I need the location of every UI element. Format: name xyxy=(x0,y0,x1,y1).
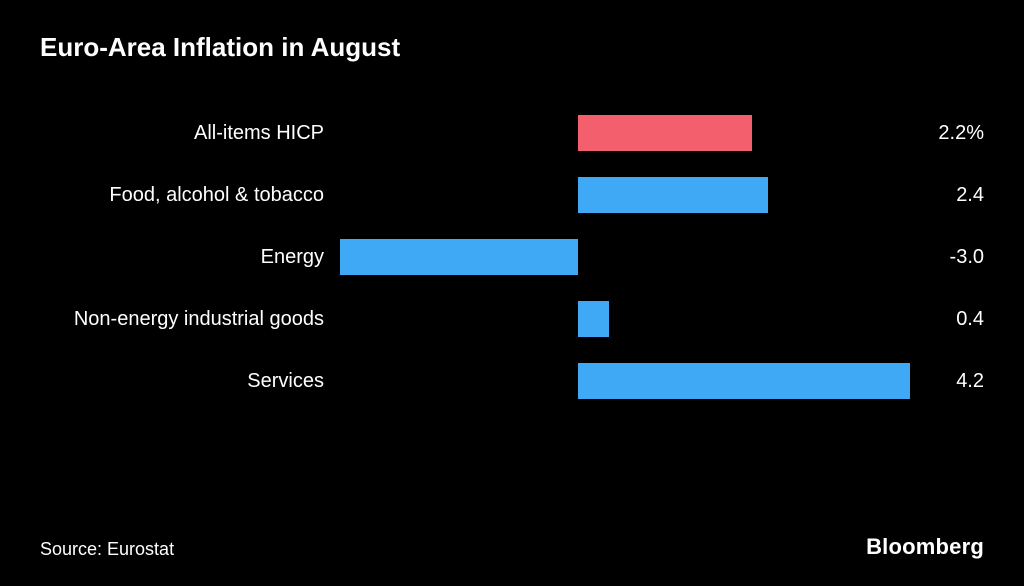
bar xyxy=(578,363,911,399)
bar-area xyxy=(340,115,910,151)
chart-rows: All-items HICP 2.2% Food, alcohol & toba… xyxy=(40,111,984,403)
bar-label: Non-energy industrial goods xyxy=(40,308,340,331)
bar-area xyxy=(340,239,910,275)
bar-value: 0.4 xyxy=(910,308,984,331)
bar xyxy=(340,239,578,275)
bar-row: Food, alcohol & tobacco 2.4 xyxy=(40,173,984,217)
bar-row: Services 4.2 xyxy=(40,359,984,403)
bar xyxy=(578,115,752,151)
chart-title: Euro-Area Inflation in August xyxy=(40,32,984,63)
bar-label: All-items HICP xyxy=(40,122,340,145)
bar xyxy=(578,177,768,213)
chart-footer: Source: Eurostat Bloomberg xyxy=(40,534,984,560)
bar-value: 2.4 xyxy=(910,184,984,207)
chart-container: Euro-Area Inflation in August All-items … xyxy=(0,0,1024,586)
brand-logo: Bloomberg xyxy=(866,534,984,560)
bar-value: 2.2% xyxy=(910,122,984,145)
bar-label: Food, alcohol & tobacco xyxy=(40,184,340,207)
bar-row: Energy -3.0 xyxy=(40,235,984,279)
bar-area xyxy=(340,363,910,399)
source-text: Source: Eurostat xyxy=(40,539,174,560)
bar-row: All-items HICP 2.2% xyxy=(40,111,984,155)
bar-label: Energy xyxy=(40,246,340,269)
bar-value: 4.2 xyxy=(910,370,984,393)
bar-row: Non-energy industrial goods 0.4 xyxy=(40,297,984,341)
bar-area xyxy=(340,301,910,337)
bar-label: Services xyxy=(40,370,340,393)
bar xyxy=(578,301,610,337)
bar-area xyxy=(340,177,910,213)
bar-value: -3.0 xyxy=(910,246,984,269)
